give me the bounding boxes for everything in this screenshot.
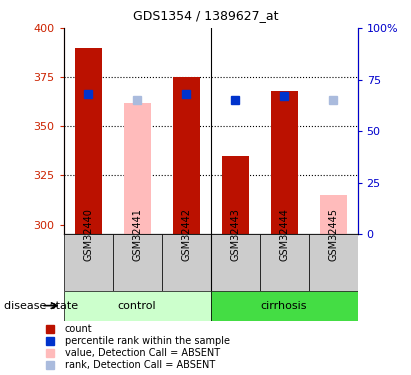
Text: value, Detection Call = ABSENT: value, Detection Call = ABSENT: [65, 348, 220, 358]
Bar: [211, 234, 260, 291]
Text: GSM32443: GSM32443: [230, 209, 240, 261]
Bar: [270, 91, 298, 234]
Text: percentile rank within the sample: percentile rank within the sample: [65, 336, 230, 346]
Text: GDS1354 / 1389627_at: GDS1354 / 1389627_at: [133, 9, 278, 22]
Bar: [309, 234, 358, 291]
Bar: [260, 234, 309, 291]
Bar: [64, 234, 113, 291]
Text: cirrhosis: cirrhosis: [261, 301, 307, 310]
Text: count: count: [65, 324, 92, 334]
Bar: [222, 156, 249, 234]
Bar: [211, 291, 358, 321]
Text: GSM32441: GSM32441: [132, 209, 142, 261]
Bar: [124, 103, 151, 234]
Bar: [320, 195, 346, 234]
Bar: [64, 291, 210, 321]
Bar: [75, 48, 102, 234]
Text: GSM32444: GSM32444: [279, 209, 289, 261]
Text: rank, Detection Call = ABSENT: rank, Detection Call = ABSENT: [65, 360, 215, 370]
Text: GSM32442: GSM32442: [181, 209, 191, 261]
Bar: [162, 234, 211, 291]
Text: GSM32445: GSM32445: [328, 209, 338, 261]
Text: GSM32440: GSM32440: [83, 209, 93, 261]
Bar: [113, 234, 162, 291]
Text: disease state: disease state: [4, 301, 78, 310]
Text: control: control: [118, 301, 157, 310]
Bar: [173, 77, 200, 234]
